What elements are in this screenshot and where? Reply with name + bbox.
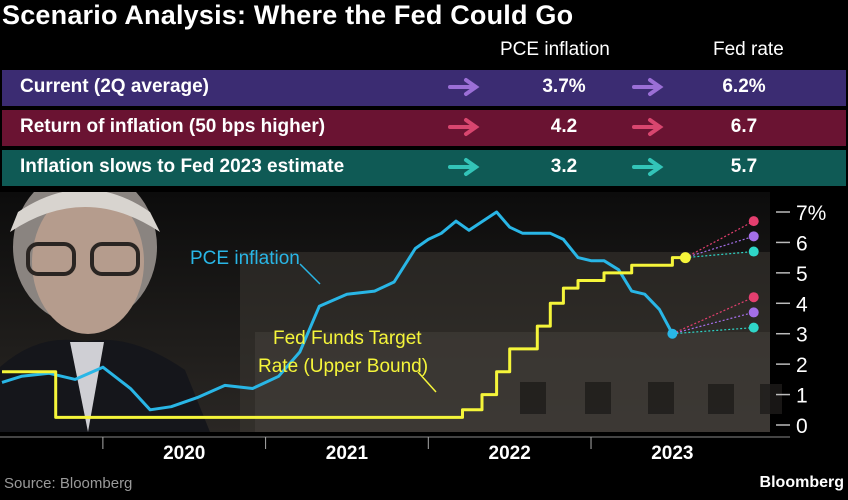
column-header-fed: Fed rate [713,39,784,60]
scenario-fed-point [748,246,759,257]
scenario-row-slows: Inflation slows to Fed 2023 estimate 3.2… [2,150,846,186]
scenario-pce-point [748,292,759,303]
arrow-right-icon [632,158,664,176]
x-tick-label: 2022 [489,443,531,464]
arrow-right-icon [632,78,664,96]
fed-endpoint [679,252,691,264]
x-axis: 2020 2021 2022 2023 [102,437,694,464]
scenario-label: Current (2Q average) [20,76,210,97]
x-tick-label: 2021 [326,443,369,464]
scenario-pce-projection [672,296,754,335]
x-tick-label: 2023 [651,443,693,464]
y-tick-label: 1 [796,385,808,408]
fed-value: 5.7 [730,156,758,177]
x-tick-label: 2020 [163,443,205,464]
scenario-label: Inflation slows to Fed 2023 estimate [20,156,345,177]
fed-label-leader [417,371,437,393]
annotations: PCE inflation Fed Funds Target Rate (Upper… [190,248,437,393]
y-tick-label: 7% [796,202,826,225]
scenario-projections [672,216,759,335]
grid [0,211,790,438]
y-tick-label: 5 [796,263,808,286]
pce-inflation-line [1,210,674,412]
y-axis: 0 1 2 3 4 5 6 7% [796,202,826,438]
y-tick-label: 2 [796,354,808,377]
y-tick-label: 3 [796,324,808,347]
fed-funds-rate-line [2,256,686,419]
scenario-fed-projection [685,220,755,259]
y-tick-label: 0 [796,415,808,438]
scenario-pce-point [748,322,759,333]
scenario-pce-projection [672,327,754,335]
arrow-right-icon [448,78,480,96]
pce-value: 4.2 [550,116,578,137]
pce-value: 3.2 [550,156,578,177]
scenario-fed-projection [685,250,754,259]
scenario-row-current: Current (2Q average) 3.7% 6.2% [2,70,846,106]
pce-endpoint [667,328,678,339]
pce-label-leader [299,263,321,285]
background-photo [0,192,782,432]
y-tick-label: 4 [796,293,808,316]
fed-value: 6.2% [722,76,766,97]
pce-series-label: PCE inflation [190,248,300,269]
chart-area: 0 1 2 3 4 5 6 7% 2020 2021 2022 2023 PCE inflation… [0,192,826,464]
arrow-right-icon [448,118,480,136]
column-header-pce: PCE inflation [500,39,610,60]
source-note: Source: Bloomberg [4,475,133,492]
arrow-right-icon [632,118,664,136]
scenario-pce-point [748,307,759,318]
chart-title: Scenario Analysis: Where the Fed Could G… [2,0,574,30]
bloomberg-logo: Bloomberg [759,474,844,491]
person-silhouette [0,192,210,432]
scenario-fed-point [748,216,759,227]
scenario-label: Return of inflation (50 bps higher) [20,116,326,137]
scenario-fed-point [748,231,759,242]
arrow-right-icon [448,158,480,176]
pce-value: 3.7% [542,76,586,97]
fed-series-label: Rate (Upper Bound) [258,356,428,377]
fed-value: 6.7 [730,116,758,137]
series-lines [1,210,691,419]
scenario-row-return: Return of inflation (50 bps higher) 4.2 … [2,110,846,146]
fed-series-label: Fed Funds Target [273,328,422,349]
y-tick-label: 6 [796,232,808,255]
